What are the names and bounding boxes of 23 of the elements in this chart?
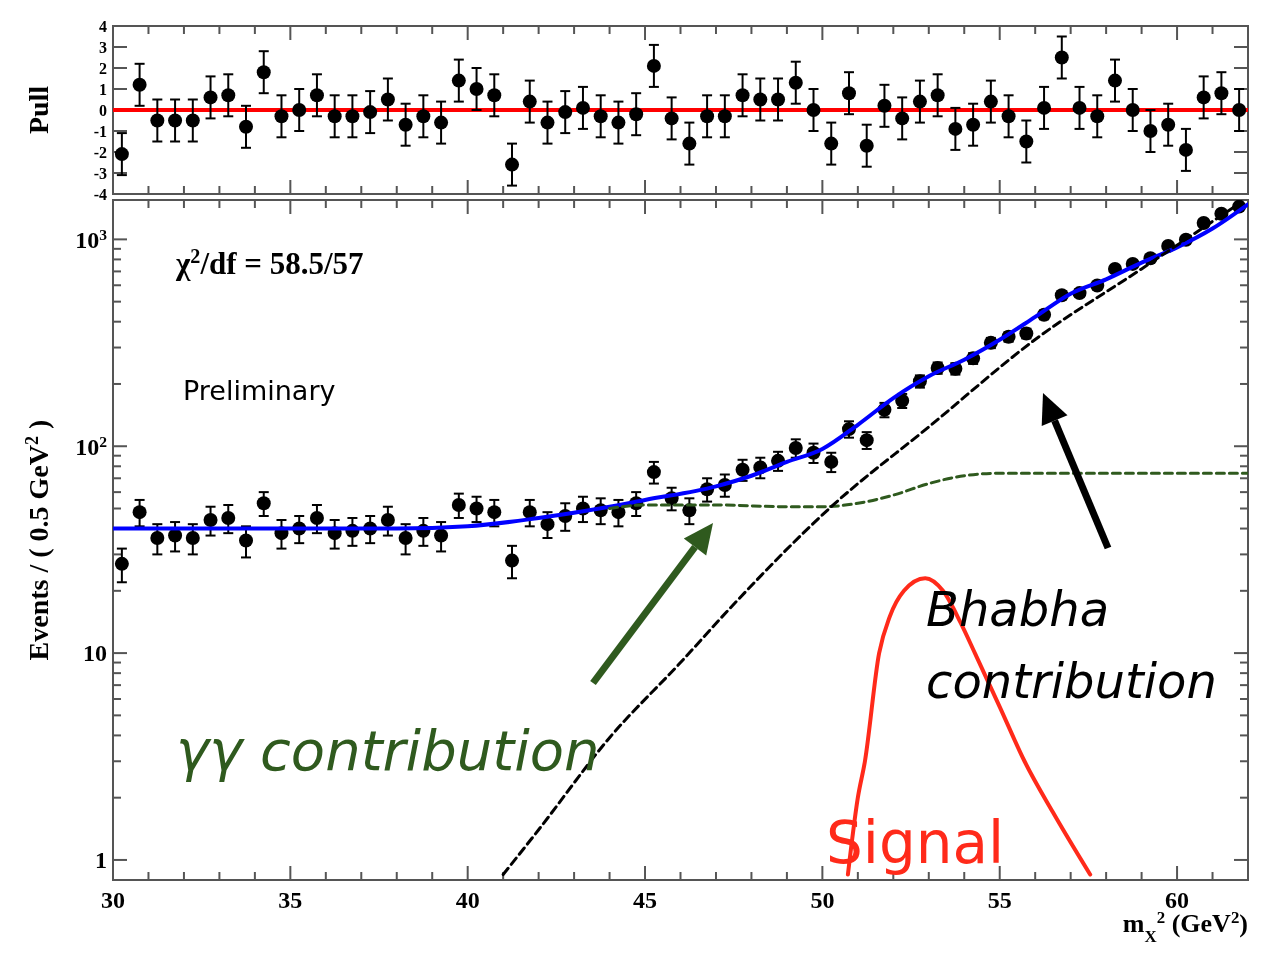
y-tick-label: 4	[99, 17, 107, 35]
x-tick-label: 55	[987, 887, 1012, 913]
y-tick-label: 10	[83, 640, 107, 667]
y-axis-title: Pull	[23, 85, 54, 135]
x-tick-label: 30	[101, 887, 125, 913]
y-tick-label: 0	[99, 101, 107, 119]
x-tick-label: 50	[810, 887, 835, 913]
annotation: χ$^{2}$/df = 58.5/57	[175, 245, 364, 281]
y-tick-label: 3	[99, 38, 107, 56]
y-tick-label: -3	[93, 164, 107, 182]
x-tick-label: 45	[633, 887, 658, 913]
y-tick-label: -1	[93, 122, 107, 140]
annotation: Preliminary	[183, 375, 336, 406]
y-tick-label: 1	[95, 847, 107, 874]
y-tick-label: -2	[93, 143, 107, 161]
y-tick-label: -4	[93, 185, 107, 203]
y-tick-label: 10$^{3}$	[75, 225, 108, 253]
y-tick-label: 2	[99, 59, 107, 77]
x-tick-label: 40	[455, 887, 480, 913]
y-tick-label: 10$^{2}$	[75, 432, 108, 460]
text: γγ contribution	[176, 718, 600, 783]
y-tick-label: 1	[99, 80, 107, 98]
x-tick-label: 35	[278, 887, 303, 913]
